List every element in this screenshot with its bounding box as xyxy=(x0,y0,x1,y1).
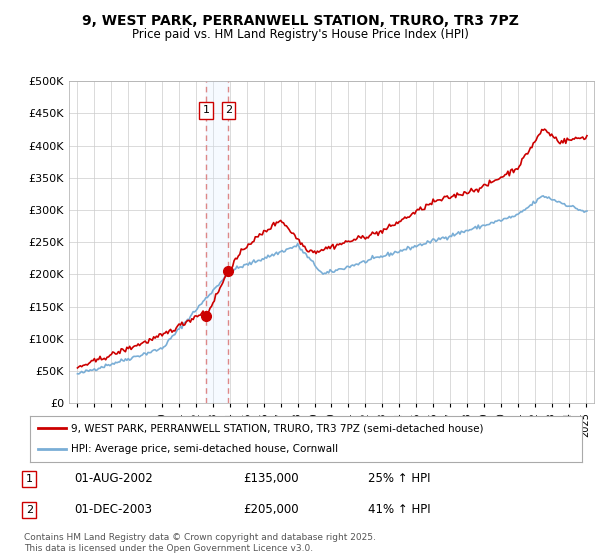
Text: HPI: Average price, semi-detached house, Cornwall: HPI: Average price, semi-detached house,… xyxy=(71,445,338,455)
Text: 1: 1 xyxy=(202,105,209,115)
Text: Price paid vs. HM Land Registry's House Price Index (HPI): Price paid vs. HM Land Registry's House … xyxy=(131,28,469,41)
Text: 01-DEC-2003: 01-DEC-2003 xyxy=(74,503,152,516)
Text: 01-AUG-2002: 01-AUG-2002 xyxy=(74,473,153,486)
Text: £205,000: £205,000 xyxy=(244,503,299,516)
Text: 2: 2 xyxy=(225,105,232,115)
Text: 1: 1 xyxy=(26,474,33,484)
Text: 41% ↑ HPI: 41% ↑ HPI xyxy=(368,503,430,516)
Bar xyxy=(206,81,229,403)
Text: £135,000: £135,000 xyxy=(244,473,299,486)
Text: 9, WEST PARK, PERRANWELL STATION, TRURO, TR3 7PZ (semi-detached house): 9, WEST PARK, PERRANWELL STATION, TRURO,… xyxy=(71,423,484,433)
Text: 2: 2 xyxy=(26,505,33,515)
Text: Contains HM Land Registry data © Crown copyright and database right 2025.
This d: Contains HM Land Registry data © Crown c… xyxy=(24,533,376,553)
Text: 9, WEST PARK, PERRANWELL STATION, TRURO, TR3 7PZ: 9, WEST PARK, PERRANWELL STATION, TRURO,… xyxy=(82,14,518,28)
Text: 25% ↑ HPI: 25% ↑ HPI xyxy=(368,473,430,486)
